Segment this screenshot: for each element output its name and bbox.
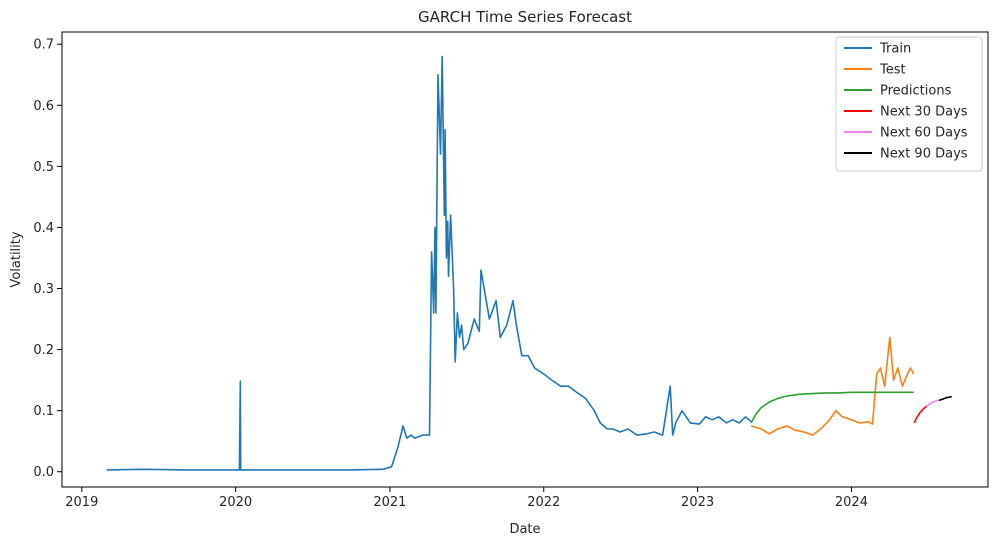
plot-area — [106, 55, 952, 471]
series-line-predictions — [750, 391, 914, 424]
x-tick-label: 2020 — [219, 495, 252, 510]
series-line-test — [750, 336, 915, 436]
y-tick-label: 0.6 — [33, 99, 54, 114]
legend-entry-label: Test — [879, 63, 906, 78]
x-tick-label: 2019 — [65, 495, 98, 510]
x-tick-label: 2023 — [681, 495, 714, 510]
legend-entry-label: Next 60 Days — [880, 126, 968, 141]
y-tick-label: 0.3 — [33, 282, 54, 297]
x-tick-label: 2022 — [527, 495, 560, 510]
y-axis-label: Volatility — [9, 231, 24, 287]
plot-frame — [61, 31, 989, 488]
y-tick-label: 0.7 — [33, 38, 54, 53]
x-axis: 2019 2020 2021 2022 2023 2024 — [65, 487, 868, 510]
y-tick-label: 0.2 — [33, 343, 54, 358]
legend-entry-label: Train — [879, 42, 911, 57]
legend-box — [835, 36, 983, 172]
series-line-next-90-days — [938, 395, 952, 402]
legend-entry-label: Predictions — [880, 84, 952, 99]
series-line-next-30-days — [913, 405, 927, 424]
series-line-train — [106, 55, 752, 471]
legend-entry-label: Next 30 Days — [880, 105, 968, 120]
y-tick-label: 0.1 — [33, 404, 54, 419]
x-tick-label: 2024 — [835, 495, 868, 510]
legend: Train Test Predictions Next 30 Days Next 60 … — [835, 36, 983, 172]
y-tick-label: 0.0 — [33, 465, 54, 480]
y-tick-label: 0.4 — [33, 221, 54, 236]
legend-entry-label: Next 90 Days — [880, 147, 968, 162]
x-tick-label: 2021 — [373, 495, 406, 510]
y-axis: 0.0 0.1 0.2 0.3 0.4 0.5 0.6 0.7 — [33, 38, 62, 480]
series-line-next-60-days — [926, 399, 940, 408]
y-tick-label: 0.5 — [33, 160, 54, 175]
x-axis-label: Date — [509, 522, 540, 537]
chart-title: GARCH Time Series Forecast — [418, 8, 632, 26]
